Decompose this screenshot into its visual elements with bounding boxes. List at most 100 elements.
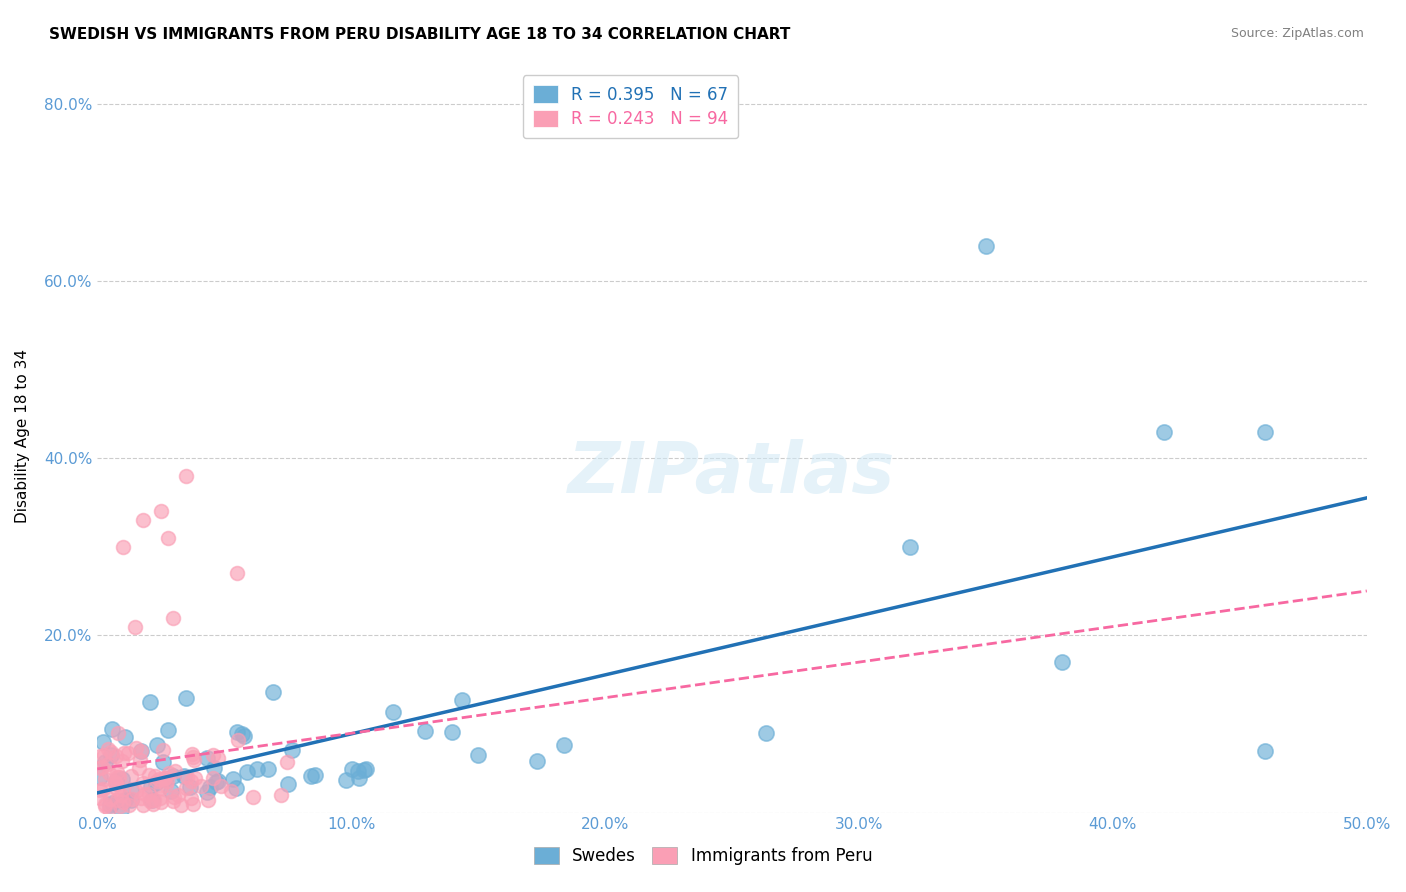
Point [467, 748, 489, 763]
Point [149, 781, 172, 796]
Point [143, 793, 166, 807]
Point [145, 776, 167, 790]
Point [90, 760, 112, 774]
Point [898, 540, 921, 554]
Point [176, 770, 198, 784]
Point [121, 792, 143, 806]
Point [202, 771, 225, 785]
Point [89, 770, 111, 784]
Point [112, 746, 135, 760]
Point [129, 753, 152, 767]
Point [138, 768, 160, 782]
Point [353, 763, 375, 777]
Point [257, 762, 280, 776]
Point [139, 695, 162, 709]
Point [110, 754, 132, 768]
Point [146, 738, 169, 752]
Point [89, 749, 111, 764]
Point [181, 750, 204, 764]
Point [93, 756, 115, 770]
Point [232, 729, 254, 743]
Point [155, 774, 177, 789]
Point [89, 791, 111, 805]
Y-axis label: Disability Age 18 to 34: Disability Age 18 to 34 [15, 349, 30, 523]
Point [270, 788, 292, 802]
Point [138, 787, 160, 801]
Point [242, 789, 264, 804]
Point [104, 774, 127, 789]
Point [153, 771, 176, 785]
Point [141, 793, 163, 807]
Point [184, 771, 207, 785]
Point [104, 773, 127, 788]
Point [148, 772, 170, 786]
Text: ZIPatlas: ZIPatlas [568, 439, 896, 508]
Point [132, 513, 155, 527]
Point [160, 784, 183, 798]
Point [107, 725, 129, 739]
Point [105, 765, 128, 780]
Point [155, 778, 177, 792]
Point [181, 797, 204, 811]
Point [97, 802, 120, 816]
Point [108, 798, 131, 813]
Point [110, 803, 132, 817]
Point [225, 566, 247, 581]
Point [114, 793, 136, 807]
Point [198, 780, 221, 794]
Point [231, 727, 253, 741]
Point [205, 774, 228, 789]
Point [139, 780, 162, 794]
Point [174, 780, 197, 795]
Point [179, 780, 201, 795]
Point [149, 504, 172, 518]
Point [262, 684, 284, 698]
Point [354, 762, 377, 776]
Point [1254, 425, 1277, 439]
Point [97, 742, 120, 756]
Point [246, 762, 269, 776]
Point [111, 540, 134, 554]
Point [120, 783, 142, 797]
Point [207, 774, 229, 789]
Point [415, 724, 437, 739]
Point [100, 747, 122, 762]
Point [276, 755, 298, 769]
Point [342, 763, 364, 777]
Point [120, 769, 142, 783]
Point [1050, 655, 1073, 669]
Legend: R = 0.395   N = 67, R = 0.243   N = 94: R = 0.395 N = 67, R = 0.243 N = 94 [523, 76, 738, 138]
Point [153, 772, 176, 786]
Point [152, 743, 174, 757]
Point [149, 791, 172, 805]
Point [94, 799, 117, 814]
Point [209, 779, 232, 793]
Point [195, 785, 218, 799]
Point [170, 798, 193, 813]
Point [93, 747, 115, 762]
Point [131, 744, 153, 758]
Point [125, 784, 148, 798]
Point [197, 793, 219, 807]
Point [143, 769, 166, 783]
Point [236, 764, 259, 779]
Point [124, 619, 146, 633]
Point [207, 751, 229, 765]
Point [131, 791, 153, 805]
Point [100, 746, 122, 760]
Point [1254, 743, 1277, 757]
Point [152, 755, 174, 769]
Point [114, 730, 136, 744]
Point [349, 771, 371, 785]
Point [93, 734, 115, 748]
Point [132, 798, 155, 813]
Legend: Swedes, Immigrants from Peru: Swedes, Immigrants from Peru [523, 837, 883, 875]
Point [89, 782, 111, 797]
Point [105, 748, 128, 763]
Point [101, 796, 124, 810]
Point [202, 747, 225, 762]
Point [97, 766, 120, 780]
Point [108, 770, 131, 784]
Point [165, 764, 187, 779]
Point [163, 789, 186, 804]
